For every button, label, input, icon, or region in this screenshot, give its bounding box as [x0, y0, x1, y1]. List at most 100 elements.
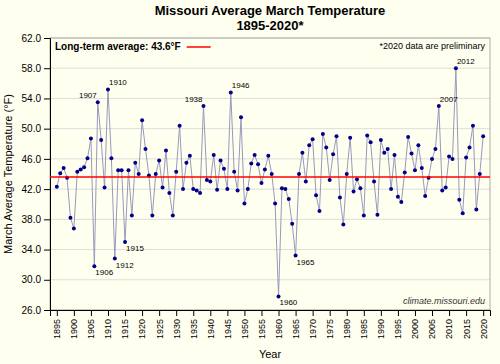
- x-tick: 2010: [444, 310, 454, 339]
- credit: climate.missouri.edu: [403, 296, 485, 306]
- data-point: [273, 201, 277, 205]
- data-point: [321, 132, 325, 136]
- data-point: [154, 172, 158, 176]
- data-point: [236, 189, 240, 193]
- y-tick: 54.0: [22, 93, 50, 104]
- data-point: [365, 133, 369, 137]
- data-point: [103, 186, 107, 190]
- average-key: [187, 46, 211, 48]
- data-point: [55, 185, 59, 189]
- chart: 26.030.034.038.042.046.050.054.058.062.0…: [0, 0, 500, 364]
- y-tick-mark: [44, 250, 50, 251]
- x-tick-label: 1900: [69, 319, 79, 339]
- data-point: [229, 90, 233, 94]
- data-point: [208, 180, 212, 184]
- annotation: 1912: [116, 261, 134, 270]
- data-point: [297, 172, 301, 176]
- y-tick: 58.0: [22, 63, 50, 74]
- y-tick-label: 34.0: [22, 244, 42, 255]
- x-tick-mark: [483, 310, 484, 316]
- x-tick-label: 1905: [86, 319, 96, 339]
- x-tick-label: 1920: [137, 319, 147, 339]
- data-point: [379, 138, 383, 142]
- data-point: [161, 186, 165, 190]
- data-point: [58, 171, 62, 175]
- x-tick-label: 1930: [172, 319, 182, 339]
- data-point: [205, 178, 209, 182]
- data-point: [335, 134, 339, 138]
- x-tick-mark: [159, 310, 160, 316]
- data-point: [382, 151, 386, 155]
- data-point: [444, 186, 448, 190]
- x-tick-mark: [381, 310, 382, 316]
- data-point: [256, 162, 260, 166]
- y-tick: 38.0: [22, 214, 50, 225]
- annotation: 2007: [440, 95, 458, 104]
- data-point: [348, 136, 352, 140]
- data-point: [133, 161, 137, 165]
- x-tick: 1930: [172, 310, 182, 339]
- data-point: [317, 209, 321, 213]
- grid-line: [50, 158, 490, 159]
- x-tick-mark: [415, 310, 416, 316]
- data-point: [195, 189, 199, 193]
- y-tick-label: 54.0: [22, 93, 42, 104]
- data-point: [372, 180, 376, 184]
- y-tick-mark: [44, 68, 50, 69]
- data-point: [164, 149, 168, 153]
- annotation: 1910: [109, 78, 127, 87]
- data-point: [468, 146, 472, 150]
- y-tick: 34.0: [22, 244, 50, 255]
- data-point: [331, 152, 335, 156]
- data-point: [440, 189, 444, 193]
- grid-line: [50, 279, 490, 280]
- data-point: [338, 195, 342, 199]
- data-point: [314, 193, 318, 197]
- data-point: [232, 170, 236, 174]
- x-tick: 1945: [223, 310, 233, 339]
- x-tick-mark: [210, 310, 211, 316]
- data-point: [396, 195, 400, 199]
- data-point: [150, 214, 154, 218]
- data-point: [454, 66, 458, 70]
- subtitle: 1895-2020*: [236, 18, 304, 33]
- data-point: [474, 208, 478, 212]
- note: *2020 data are preliminary: [379, 41, 485, 51]
- x-tick-label: 1915: [120, 319, 130, 339]
- x-tick: 1970: [308, 310, 318, 339]
- x-tick: 1905: [86, 310, 96, 339]
- data-point: [75, 170, 79, 174]
- x-tick-mark: [330, 310, 331, 316]
- data-point: [246, 187, 250, 191]
- data-point: [116, 168, 120, 172]
- data-point: [433, 147, 437, 151]
- plot-area: [50, 66, 490, 298]
- average-label: Long-term average: 43.6°F: [55, 41, 181, 52]
- x-tick: 2015: [462, 310, 472, 339]
- x-tick-label: 1940: [206, 319, 216, 339]
- data-point: [249, 161, 253, 165]
- data-point: [140, 118, 144, 122]
- x-tick-mark: [449, 310, 450, 316]
- y-axis-line: [44, 39, 51, 311]
- x-tick-mark: [108, 310, 109, 316]
- data-point: [457, 198, 461, 202]
- x-tick: 1920: [137, 310, 147, 339]
- x-tick-label: 1935: [189, 319, 199, 339]
- x-tick-label: 2020: [479, 319, 489, 339]
- annotation: 1907: [79, 91, 97, 100]
- x-tick-label: 1960: [274, 319, 284, 339]
- y-tick-label: 58.0: [22, 63, 42, 74]
- y-tick-mark: [44, 98, 50, 99]
- y-tick: 30.0: [22, 274, 50, 285]
- data-point: [375, 213, 379, 217]
- data-point: [345, 172, 349, 176]
- data-point: [300, 151, 304, 155]
- data-point: [222, 167, 226, 171]
- y-tick-label: 38.0: [22, 214, 42, 225]
- grid-line: [50, 128, 490, 129]
- x-axis-line: [51, 311, 491, 317]
- y-tick: 46.0: [22, 154, 50, 165]
- data-point: [171, 214, 175, 218]
- x-tick: 1915: [120, 310, 130, 339]
